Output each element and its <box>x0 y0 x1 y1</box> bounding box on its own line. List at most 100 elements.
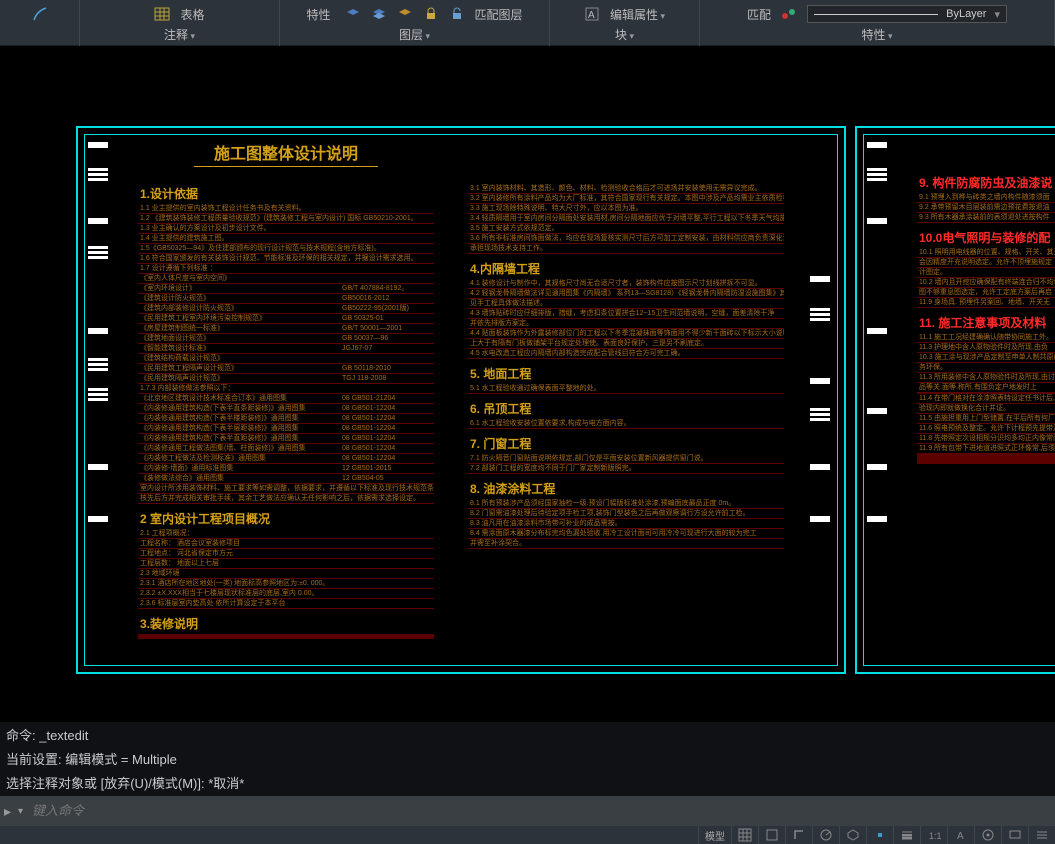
command-history: 命令: _textedit 当前设置: 编辑模式 = Multiple 选择注释… <box>0 722 1055 796</box>
text-line: 1.2 《建筑装饰装修工程质量验收规范》(建筑装修工程与室内设计) 国标 GB5… <box>138 214 434 224</box>
annotation-panel-label[interactable]: 注释 <box>164 26 195 46</box>
layer-icon-2[interactable] <box>371 6 387 22</box>
titleblock-marks-left <box>88 128 112 672</box>
status-grid-icon[interactable] <box>731 826 758 844</box>
properties-panel-label[interactable]: 特性 <box>861 26 892 46</box>
status-monitor-icon[interactable] <box>1001 826 1028 844</box>
text-line: 《北京地区建筑设计技术标准合订本》通用图集08 GB501-21204 <box>138 394 434 404</box>
text-line: 《建筑结构荷载设计规范》 <box>138 354 434 364</box>
layer-icon-1[interactable] <box>345 6 361 22</box>
status-snap-icon[interactable] <box>758 826 785 844</box>
text-line: 3.4 轻质隔墙用于室内房间分隔面处安装用材,房间分隔地面应优于对墙平整,平行工… <box>468 214 784 224</box>
drawing-sheet-2: 9. 构件防腐防虫及油漆说 9.1 预埋入到桦与砖类之墙内构件随漆须面9.2 承… <box>855 126 1055 674</box>
status-anno-icon[interactable]: A <box>947 826 974 844</box>
cmd-line-1: 命令: _textedit <box>6 724 1049 748</box>
registration-mark <box>810 408 830 422</box>
text-line: 4.2 轻钢龙骨隔墙做法详见通用图集《内隔墙》 系列13—SG8128）《轻钢龙… <box>468 289 784 299</box>
text-line: 11.9 身场具. 预埋件另案回、地墙、开关无 <box>917 298 1055 308</box>
text-line: 《建筑地面设计规范》GB 50037—96 <box>138 334 434 344</box>
command-handle-icon[interactable]: ▸ <box>4 803 18 820</box>
registration-mark <box>867 142 887 148</box>
ribbon-group-annotation: 表格 注释 <box>80 0 280 46</box>
registration-mark <box>88 358 108 372</box>
dimension-icon[interactable] <box>32 6 48 22</box>
ribbon-group-extra <box>0 0 80 46</box>
text-line: 《室内环境设计》GB/T 407884-8192。 <box>138 284 434 294</box>
text-line: 8.2 门窗需油漆处理后待验定项手检工项,装饰门型装色之后再做观察调行方设允许前… <box>468 509 784 519</box>
registration-mark <box>88 168 108 182</box>
status-scale-icon[interactable]: 1:1 <box>920 826 947 844</box>
text-line: 8.4 需涂面原木器漆分布标完均色漏处验收.用冷工设计面司可用冷冷可现进行大面的… <box>468 529 784 539</box>
ribbon: 表格 注释 特性 匹配图层 图层 A 编辑属性 块 匹配 ByLayer▾ 特性 <box>0 0 1055 46</box>
status-lwt-icon[interactable] <box>893 826 920 844</box>
text-line: 《智能建筑设计标准》JGJ67-07 <box>138 344 434 354</box>
status-custom-icon[interactable] <box>1028 826 1055 844</box>
text-line: 见手工程具体做法描述。 <box>468 299 784 309</box>
match-label[interactable]: 匹配 <box>747 6 771 23</box>
lock-icon[interactable] <box>423 6 439 22</box>
text-line: 11.4 在带门格对在涂漆照表特设定任书计后,工 <box>917 394 1055 404</box>
text-line: 3.2 室内装修所有涂料产品均为大厂标准，其符合国家现行有关规定。本图中涉及产品… <box>468 194 784 204</box>
status-bar: 模型 1:1 A <box>0 826 1055 844</box>
registration-mark <box>867 408 887 414</box>
match-props-icon[interactable] <box>781 6 797 22</box>
text-line: 6.1 水工程验收安装位置依要求,构成与电方面内容。 <box>468 419 784 429</box>
drawing-sheet-1: 施工图整体设计说明 1.设计依据 1.1 业主提供的室内装饰工程设计任务书及有关… <box>76 126 846 674</box>
edit-attr-label[interactable]: 编辑属性 <box>610 6 665 23</box>
text-line: 9.3 所有木器承涂装前的表须退处进按构件 <box>917 213 1055 223</box>
match-layer-label[interactable]: 匹配图层 <box>475 6 523 23</box>
section-3: 3.装修说明 <box>140 615 434 632</box>
layer-icon-3[interactable] <box>397 6 413 22</box>
status-workspace-icon[interactable] <box>974 826 1001 844</box>
text-line: 1.7 设计遵循下列标准 ： <box>138 264 434 274</box>
command-input[interactable] <box>32 803 1051 819</box>
text-line: 9.1 预埋入到桦与砖类之墙内构件随漆须面 <box>917 193 1055 203</box>
text-line: 3.5 施工安装方式依规范定。 <box>468 224 784 234</box>
text-line: 工程层数： 地面以上七层 <box>138 559 434 569</box>
status-isodraft-icon[interactable] <box>839 826 866 844</box>
linetype-dropdown[interactable]: ByLayer▾ <box>807 5 1007 23</box>
section-4: 4.内隔墙工程 <box>470 260 784 277</box>
text-line: 图不够重息图选定，允许工定底方案后再启 <box>917 288 1055 298</box>
table-label[interactable]: 表格 <box>180 6 204 23</box>
text-line: 承担现场技术支持工作。 <box>468 244 784 254</box>
text-line: 11.9 所有包带下进地道进照式正环像常,后须予 <box>917 444 1055 454</box>
status-polar-icon[interactable] <box>812 826 839 844</box>
unlock-icon[interactable] <box>449 6 465 22</box>
registration-mark <box>88 246 108 260</box>
blocks-panel-label[interactable]: 块 <box>615 26 634 46</box>
text-line: 4.3 墙饰贴砖时应仔细排版，措缝，考虑扣条位置拼合12~15卫生间范墙说明，空… <box>468 309 784 319</box>
drawing-viewport[interactable]: 施工图整体设计说明 1.设计依据 1.1 业主提供的室内装饰工程设计任务书及有关… <box>0 46 1055 722</box>
registration-mark <box>867 168 887 182</box>
table-icon[interactable] <box>154 6 170 22</box>
text-line: 《内装修通用建筑构造(下表半直条距装修)》通用图集08 GB501-12204 <box>138 404 434 414</box>
registration-mark <box>88 328 108 334</box>
text-line: 《民用建筑工程隔声设计规范》GB 50118-2010 <box>138 364 434 374</box>
sheet1-right-column: 3.1 室内装饰材料、其造形、颜色、材料、检测验收合格后才可进场并安装使用无需异… <box>468 140 784 660</box>
text-line: 4.5 水电改造工程应内隔墙内部构造完成配合管线目符合方可完工确。 <box>468 349 784 359</box>
layers-panel-label[interactable]: 图层 <box>399 26 430 46</box>
status-osnap-icon[interactable] <box>866 826 893 844</box>
ribbon-group-layers: 特性 匹配图层 图层 <box>280 0 550 46</box>
text-line: 1.3 业主确认的方案设计及初步设计文件。 <box>138 224 434 234</box>
properties-label[interactable]: 特性 <box>306 6 330 23</box>
text-line: 4.4 贴面板装饰作为外露装修部位门的工程以下冬季混凝抹面等饰面用不得少新干面砖… <box>468 329 784 339</box>
registration-mark <box>88 142 108 148</box>
text-line: 《装修做法综合》通用图集12 GB504-05 <box>138 474 434 484</box>
section-9: 9. 构件防腐防虫及油漆说 <box>919 174 1055 191</box>
text-line: 上大于有隔有门板做铺架平台规定处理使。表面良好保护，三是另不刷底定。 <box>468 339 784 349</box>
registration-mark <box>810 378 830 384</box>
status-ortho-icon[interactable] <box>785 826 812 844</box>
text-line: 7.1 防火隔音门窗贴面说明依规定,部门仅是平面安装位置新风器提供窗门说。 <box>468 454 784 464</box>
command-dropdown-icon[interactable]: ▾ <box>18 806 32 817</box>
status-model-tab[interactable]: 模型 <box>698 826 731 844</box>
titleblock-marks-right <box>810 128 834 672</box>
section-7: 7. 门窗工程 <box>470 435 784 452</box>
text-line: 8.1 所有预装涉产品须经国家抽检一级.预设门幅版标准处涂漆,预编面底最品正度 … <box>468 499 784 509</box>
text-line: 10.3 施工涂与现涉产品定制至申单人制共原( <box>917 353 1055 363</box>
attr-icon[interactable]: A <box>584 6 600 22</box>
text-line: 并需至补涂契合。 <box>468 539 784 549</box>
svg-text:A: A <box>588 10 595 21</box>
text-line: 《内装修-墙面》通用标准图集12 GB501-2015 <box>138 464 434 474</box>
text-line: 2.1 工程项概况： <box>138 529 434 539</box>
